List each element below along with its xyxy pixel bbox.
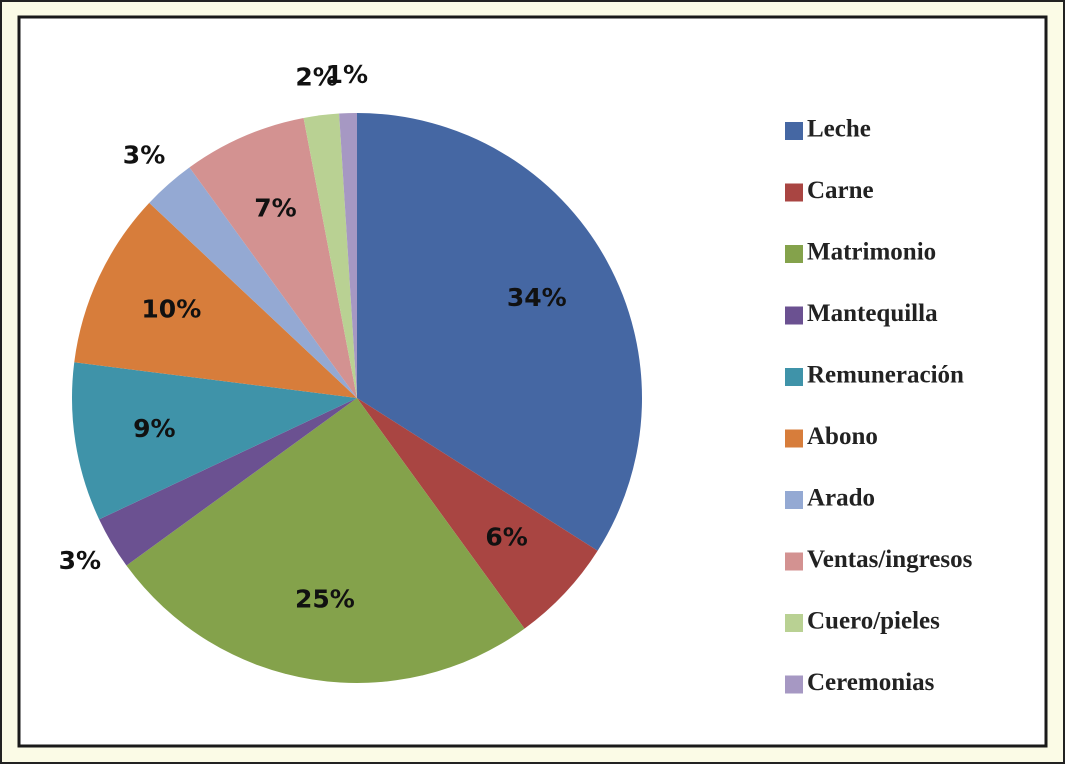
legend-swatch <box>785 552 803 571</box>
legend-swatch <box>785 306 803 325</box>
data-label: 1% <box>326 60 368 89</box>
pie: 34% 6% 25% 3% 9% 10% 3% 7% 2%1% <box>59 60 642 683</box>
legend-label: Ceremonias <box>807 669 935 696</box>
legend-swatch <box>785 675 803 694</box>
data-label: 2% <box>295 62 337 91</box>
legend-label: Abono <box>807 423 878 450</box>
legend-swatch <box>785 368 803 386</box>
slice <box>126 398 525 683</box>
data-label: 7% <box>254 194 296 223</box>
data-label: 3% <box>123 140 165 169</box>
legend-label: Leche <box>807 116 871 143</box>
slice <box>189 118 357 399</box>
slice <box>71 362 358 520</box>
legend-swatch <box>785 429 803 448</box>
legend-label: Cuero/pieles <box>807 608 940 635</box>
legend-label: Matrimonio <box>807 239 936 266</box>
slice <box>357 113 642 551</box>
slice <box>99 398 357 566</box>
slice <box>303 113 357 399</box>
slice <box>74 202 357 398</box>
slice <box>357 398 598 629</box>
data-label: 34% <box>507 283 567 312</box>
data-label: 6% <box>485 522 527 551</box>
legend-swatch <box>785 245 803 263</box>
legend: Leche Carne Matrimonio Mantequilla Remunerac… <box>785 116 973 696</box>
data-label: 25% <box>295 585 355 614</box>
legend-swatch <box>785 614 803 632</box>
legend-swatch <box>785 183 803 202</box>
legend-label: Carne <box>807 177 874 204</box>
data-label: 9% <box>133 414 175 443</box>
data-label: 10% <box>141 295 201 324</box>
legend-label: Remuneración <box>807 362 964 389</box>
slice <box>149 167 357 398</box>
legend-label: Mantequilla <box>807 300 938 327</box>
legend-label: Arado <box>807 485 875 512</box>
legend-swatch <box>785 122 803 140</box>
legend-swatch <box>785 491 803 509</box>
data-label: 3% <box>59 546 101 575</box>
legend-label: Ventas/ingresos <box>807 546 973 573</box>
slice <box>339 113 357 398</box>
